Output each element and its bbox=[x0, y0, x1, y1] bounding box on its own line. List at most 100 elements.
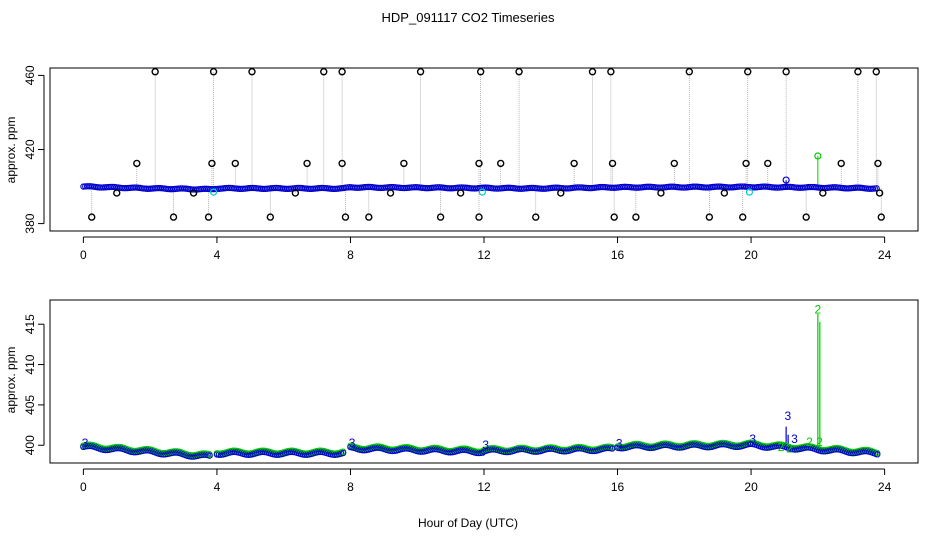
outlier-point bbox=[875, 189, 884, 197]
outlier-point bbox=[248, 68, 256, 76]
main-point bbox=[206, 452, 213, 459]
cyan-point bbox=[209, 188, 218, 196]
x-tick-label: 4 bbox=[214, 248, 221, 262]
point-label: 2 bbox=[806, 435, 813, 449]
outlier-point bbox=[151, 68, 159, 76]
outlier-point bbox=[782, 68, 790, 76]
chart-title: HDP_091117 CO2 Timeseries bbox=[382, 10, 555, 25]
y-tick-label: 460 bbox=[23, 65, 37, 85]
outlier-point bbox=[365, 213, 373, 221]
outlier-point bbox=[877, 213, 885, 221]
point-label: 3 bbox=[749, 432, 756, 446]
point-label: 3 bbox=[349, 436, 356, 450]
bottom-x-axis-label: Hour of Day (UTC) bbox=[418, 516, 518, 530]
x-tick-label: 0 bbox=[80, 248, 87, 262]
outlier-point bbox=[588, 68, 597, 76]
outlier-point bbox=[88, 213, 96, 221]
outlier-point bbox=[705, 213, 714, 221]
outlier-point bbox=[303, 159, 311, 168]
top-y-axis-label: approx. ppm bbox=[4, 117, 18, 184]
outlier-point bbox=[532, 213, 540, 221]
top-data-points bbox=[80, 68, 885, 221]
bottom-plot-frame bbox=[49, 299, 919, 464]
outlier-point bbox=[764, 159, 772, 168]
outlier-point bbox=[169, 213, 178, 221]
outlier-point bbox=[607, 68, 615, 76]
spike-point bbox=[814, 152, 822, 160]
point-label: 2 bbox=[778, 440, 785, 454]
cyan-point bbox=[745, 188, 754, 196]
outlier-point bbox=[320, 68, 328, 76]
outlier-point bbox=[570, 159, 578, 168]
outlier-point bbox=[475, 213, 483, 221]
outlier-point bbox=[209, 68, 218, 76]
point-label: 3 bbox=[82, 436, 89, 450]
x-tick-label: 24 bbox=[878, 248, 892, 262]
x-tick-label: 16 bbox=[611, 248, 625, 262]
outlier-point bbox=[819, 189, 827, 197]
bottom-connector-lines bbox=[785, 313, 821, 447]
outlier-point bbox=[416, 68, 425, 76]
outlier-point bbox=[685, 68, 694, 76]
outlier-point bbox=[338, 159, 346, 168]
y-tick-label: 380 bbox=[23, 213, 37, 233]
outlier-point bbox=[113, 189, 121, 197]
outlier-point bbox=[476, 68, 485, 76]
x-tick-label: 8 bbox=[347, 248, 354, 262]
outlier-point bbox=[386, 189, 395, 197]
outlier-point bbox=[744, 68, 752, 76]
outlier-point bbox=[231, 159, 239, 168]
main-point bbox=[339, 449, 347, 457]
x-tick-label: 24 bbox=[878, 480, 892, 494]
spike-point bbox=[782, 176, 790, 184]
top-plot-frame bbox=[49, 67, 919, 232]
y-tick-label: 420 bbox=[23, 139, 37, 159]
outlier-point bbox=[837, 159, 845, 168]
top-connector-lines bbox=[91, 71, 882, 218]
top-panel: 0 4 8 12 16 20 24 380 420 460 approx. ppm bbox=[4, 65, 919, 262]
bottom-x-axis: 0 4 8 12 16 20 24 bbox=[80, 468, 892, 494]
point-label: 3 bbox=[616, 437, 623, 451]
cyan-point bbox=[478, 188, 486, 196]
point-label: 3 bbox=[791, 432, 798, 446]
outlier-point bbox=[436, 213, 445, 221]
outlier-point bbox=[133, 159, 141, 168]
bottom-y-axis-label: approx. ppm bbox=[4, 347, 18, 414]
outlier-point bbox=[400, 159, 408, 168]
y-tick-label: 410 bbox=[23, 354, 37, 374]
top-y-axis: 380 420 460 bbox=[23, 65, 45, 234]
main-point bbox=[874, 451, 881, 458]
point-label: 3 bbox=[482, 438, 489, 452]
outlier-point bbox=[872, 68, 880, 76]
outlier-point bbox=[496, 159, 505, 168]
outlier-point bbox=[610, 213, 618, 221]
top-x-axis: 0 4 8 12 16 20 24 bbox=[80, 236, 892, 262]
outlier-point bbox=[742, 159, 750, 168]
point-label: 3 bbox=[784, 409, 791, 423]
x-tick-label: 12 bbox=[477, 480, 491, 494]
x-tick-label: 4 bbox=[214, 480, 221, 494]
x-tick-label: 20 bbox=[744, 480, 758, 494]
outlier-point bbox=[632, 213, 640, 221]
outlier-point bbox=[608, 159, 617, 168]
outlier-point bbox=[720, 189, 729, 197]
outlier-point bbox=[802, 213, 810, 221]
outlier-point bbox=[266, 213, 275, 221]
outlier-point bbox=[338, 68, 346, 76]
outlier-point bbox=[208, 159, 216, 168]
outlier-point bbox=[557, 189, 565, 197]
x-tick-label: 16 bbox=[611, 480, 625, 494]
outlier-point bbox=[456, 189, 465, 197]
outlier-point bbox=[874, 159, 882, 168]
bottom-data-points bbox=[80, 439, 881, 460]
point-label: 2 bbox=[815, 303, 822, 317]
x-tick-label: 12 bbox=[477, 248, 491, 262]
bottom-y-axis: 400 405 410 415 bbox=[23, 314, 45, 455]
outlier-point bbox=[204, 213, 213, 221]
outlier-point bbox=[475, 159, 483, 168]
outlier-point bbox=[515, 68, 523, 76]
outlier-point bbox=[854, 68, 862, 76]
